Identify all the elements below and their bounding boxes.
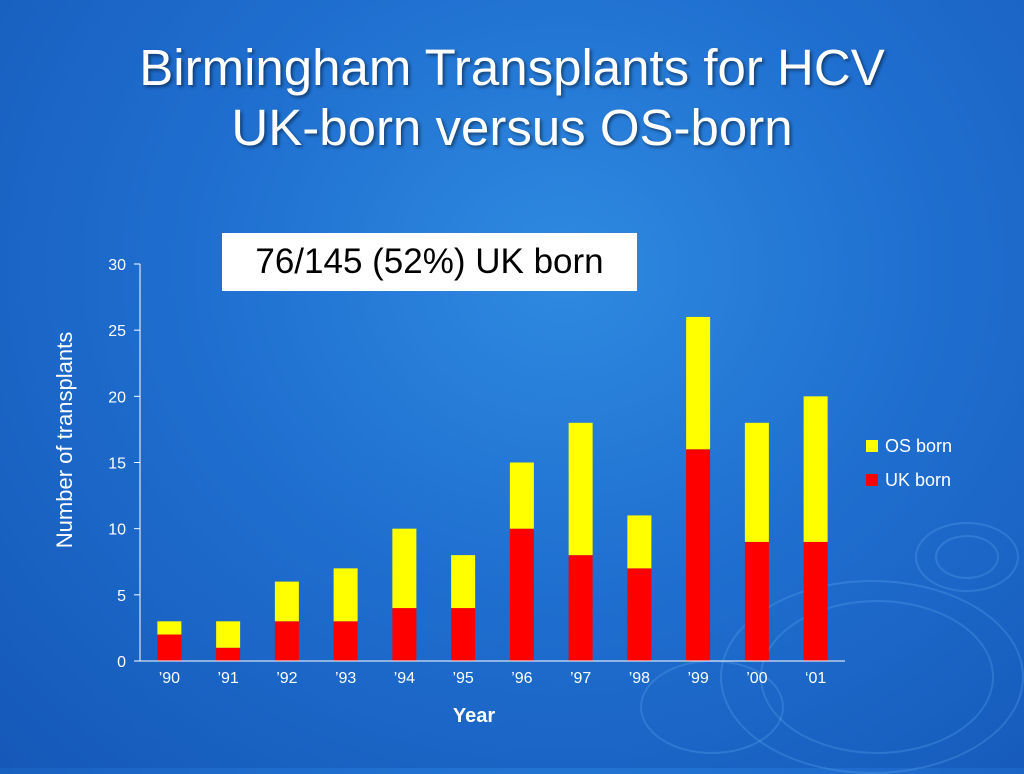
bar-os-born [627,515,652,569]
x-tick-label: ’98 [629,670,650,687]
x-tick-label: ’00 [746,670,767,687]
bar-os-born [744,422,769,542]
x-tick-label: ‘01 [805,670,826,687]
x-tick-label: ’93 [335,670,356,687]
y-tick-label: 20 [108,389,126,406]
y-tick-label: 15 [108,456,126,473]
bar-uk-born [157,634,182,661]
bar-uk-born [333,621,358,661]
x-tick-label: ’97 [570,670,591,687]
x-tick-label: ’99 [687,670,708,687]
legend-label: UK born [885,470,951,490]
y-tick-label: 25 [108,323,126,340]
bar-os-born [509,462,534,529]
y-tick-label: 30 [108,257,126,274]
bar-os-born [451,555,476,609]
title-line-1: Birmingham Transplants for HCV [139,39,885,96]
legend-swatch [866,440,878,452]
y-tick-label: 5 [117,588,126,605]
x-tick-label: ’91 [217,670,238,687]
legend: OS born UK born [866,436,952,490]
bar-uk-born [744,541,769,661]
bar-uk-born [509,528,534,661]
slide-title: Birmingham Transplants for HCV UK-born v… [0,38,1024,158]
bars-group [157,316,828,661]
bar-os-born [686,316,711,450]
bar-uk-born [568,555,593,661]
legend-swatch [866,474,878,486]
bar-uk-born [451,608,476,661]
bar-os-born [274,581,299,622]
bar-uk-born [274,621,299,661]
bar-uk-born [627,568,652,661]
bar-uk-born [686,449,711,661]
x-ticks-group: ’90 ’91 ’92 ’93 ’94 ’95 ’96 ’97 ’98 ’99 ’00 ‘01 [159,670,827,687]
legend-label: OS born [885,436,952,456]
bar-os-born [803,396,828,542]
ripple-decoration [915,522,1019,592]
x-tick-label: ’96 [511,670,532,687]
x-tick-label: ’94 [394,670,415,687]
y-axis-label: Number of transplants [52,332,77,548]
y-tick-label: 10 [108,522,126,539]
x-tick-label: ’95 [452,670,473,687]
bar-os-born [568,422,593,556]
x-axis-label: Year [453,705,495,727]
x-tick-label: ’90 [159,670,180,687]
bar-os-born [392,528,417,609]
y-tick-label: 0 [117,654,126,671]
bar-uk-born [216,647,241,661]
bar-os-born [157,621,182,635]
callout-box: 76/145 (52%) UK born [222,233,637,291]
bar-os-born [333,568,358,622]
bar-uk-born [392,608,417,661]
bar-uk-born [803,541,828,661]
bar-os-born [216,621,241,648]
x-tick-label: ’92 [276,670,297,687]
y-ticks-group: 0 5 10 15 20 25 30 [108,257,140,671]
title-line-2: UK-born versus OS-born [231,99,793,156]
